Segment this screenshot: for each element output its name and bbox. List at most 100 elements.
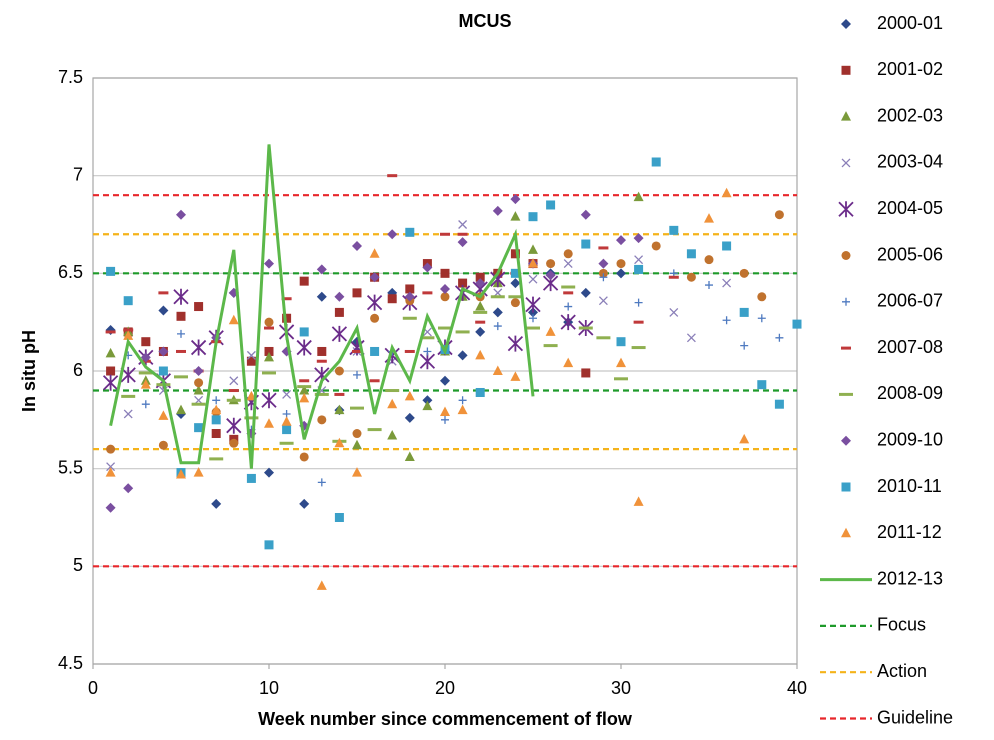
data-point [334,392,345,396]
data-point [475,387,485,397]
data-point [458,396,467,405]
data-point [757,314,766,323]
legend-label: 2000-01 [877,13,943,33]
data-point [105,347,116,358]
data-point [299,327,309,337]
data-point [528,244,538,254]
data-point [581,239,591,249]
data-point [140,379,151,389]
data-point [686,272,696,282]
data-point [367,428,382,432]
plot-border [92,77,798,665]
data-point [261,392,277,409]
data-point [475,301,486,311]
data-point [173,288,189,305]
legend-swatch [842,297,850,306]
data-point [739,433,750,444]
data-point [631,346,646,350]
legend-label: 2005-06 [877,244,943,264]
data-point [616,337,626,347]
data-point [634,255,644,265]
data-point [140,352,151,363]
data-point [598,258,609,269]
y-tick-label: 7.5 [58,67,83,87]
legend-swatch [841,251,851,260]
data-point [633,233,644,244]
data-point [264,418,274,428]
legend-label: 2003-04 [877,152,943,172]
data-point [141,337,151,347]
legend-label: 2009-10 [877,429,943,449]
legend-swatch [841,482,851,492]
data-point [264,317,274,327]
data-point [334,513,344,522]
data-point [792,319,802,329]
data-point [704,213,714,223]
data-point [438,326,452,330]
data-point [297,385,312,389]
data-point [387,294,397,304]
data-point [651,241,661,251]
data-point [282,389,292,399]
data-point [279,441,294,445]
data-point [334,307,344,317]
data-point [176,469,186,479]
data-point [352,467,362,477]
data-point [475,278,486,289]
data-point [739,307,749,317]
data-point [352,439,362,450]
data-point [211,404,222,415]
data-point [651,157,661,167]
y-tick-label: 5.5 [58,457,83,477]
data-point [176,349,186,353]
data-point [507,335,524,352]
data-point [387,229,398,240]
data-point [563,249,573,259]
data-point [616,268,626,279]
data-point [369,248,380,258]
data-point [105,324,116,335]
series-line [109,144,535,469]
x-tick-label: 40 [787,678,807,698]
data-point [264,258,274,269]
data-point [299,498,310,509]
data-point [596,336,611,340]
legend-swatch [839,392,853,396]
data-point [316,359,327,363]
data-point [176,209,186,220]
data-point [616,259,626,269]
data-point [282,313,292,323]
data-point [262,371,276,375]
data-point [475,320,486,324]
data-point [686,249,696,259]
legend-swatch [841,111,851,121]
data-point [264,326,274,330]
x-tick-label: 30 [611,678,631,698]
data-point [545,270,556,281]
data-point [246,350,256,360]
data-point [423,347,432,356]
data-point [405,227,415,237]
data-point [176,404,186,415]
data-point [457,350,468,361]
data-point [458,220,468,229]
data-point [105,330,116,334]
data-point [229,376,239,386]
legend-label: 2008-09 [877,383,943,403]
data-point [211,498,222,509]
data-point [123,330,134,340]
data-point [669,225,679,235]
legend-swatch [841,346,851,350]
data-point [176,311,186,321]
data-point [457,404,468,415]
data-point [264,540,274,550]
data-point [525,296,541,313]
data-point [350,406,364,410]
data-point [634,264,644,274]
data-point [194,302,204,312]
data-point [317,415,327,425]
y-tick-label: 7 [73,164,83,184]
y-axis-label: In situ pH [19,330,39,412]
data-point [193,385,204,395]
data-point [226,398,241,402]
